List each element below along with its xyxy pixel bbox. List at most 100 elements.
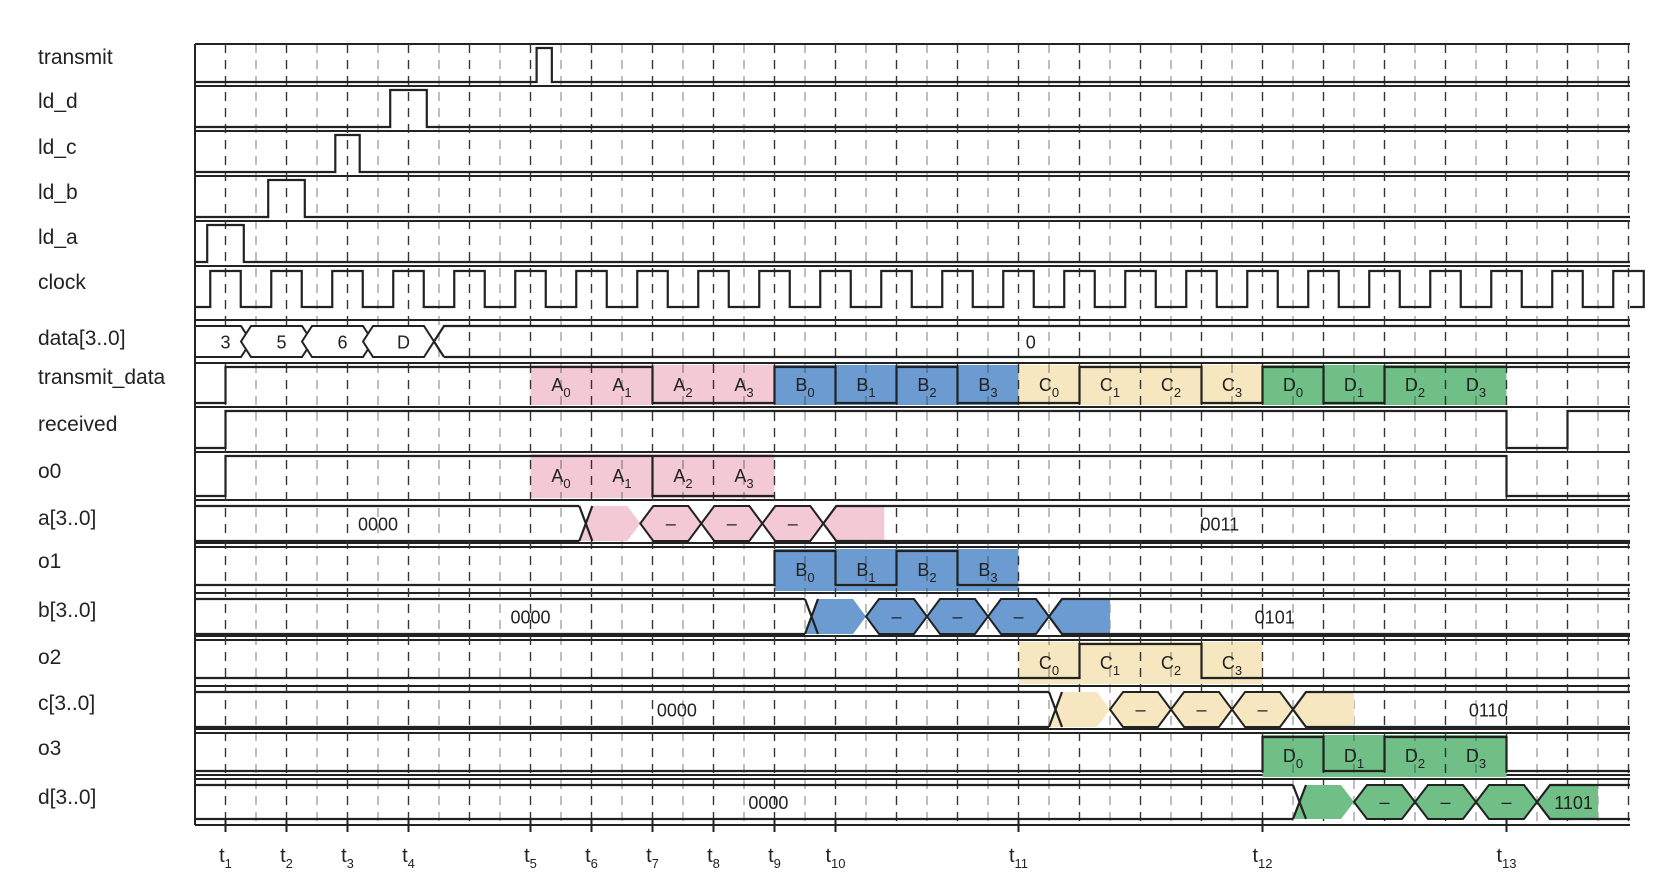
c-bus-final-value: 0110 <box>1469 701 1508 721</box>
ld_d-waveform <box>195 88 1630 129</box>
transmit-data-c-bit-1: C1 <box>1100 375 1120 400</box>
time-label-t8: t8 <box>707 845 720 871</box>
transmit-data-a-bit-2: A2 <box>673 375 692 400</box>
signal-label-ld_a: ld_a <box>38 226 78 249</box>
time-label-t9: t9 <box>768 845 781 871</box>
o2-bit-0: C0 <box>1039 653 1059 678</box>
signal-label-o0: o0 <box>38 460 61 483</box>
a-bus-cycle-3-value: – <box>788 514 798 534</box>
a-bus-first-transition <box>579 506 641 541</box>
d-bus-cycle-2-value: – <box>1440 792 1450 812</box>
d-bus-final-value: 1101 <box>1554 793 1593 813</box>
signal-label-c30: c[3..0] <box>38 692 95 715</box>
signal-label-ld_d: ld_d <box>38 90 78 113</box>
d-bus-initial-value: 0000 <box>748 793 788 813</box>
signal-label-ld_b: ld_b <box>38 181 78 204</box>
o3-bit-3: D3 <box>1466 746 1486 771</box>
signal-label-a30: a[3..0] <box>38 507 96 530</box>
b-bus-initial-value: 0000 <box>510 608 550 628</box>
o2-waveform <box>195 642 1630 680</box>
transmit-data-d-bit-2: D2 <box>1405 375 1425 400</box>
time-label-t1: t1 <box>219 845 232 871</box>
data-bus-value: 5 <box>276 333 286 353</box>
data-bus-value-0: 0 <box>1026 333 1036 353</box>
c-bus-cycle-2-value: – <box>1196 700 1206 720</box>
o0-bit-2: A2 <box>673 466 692 491</box>
b-bus-first-transition <box>805 599 866 634</box>
time-label-t5: t5 <box>524 845 537 871</box>
data-bus-tail <box>433 324 1630 359</box>
o1-bit-3: B3 <box>978 560 997 585</box>
signal-label-transmit: transmit <box>38 46 113 69</box>
b-bus-cycle-2-value: – <box>952 607 962 627</box>
d-bus-cycle-3-value: – <box>1501 792 1511 812</box>
a-bus-final-value: 0011 <box>1200 515 1239 535</box>
a-bus-cross <box>578 505 594 542</box>
o0-bit-1: A1 <box>612 466 631 491</box>
c-bus-initial <box>195 690 1049 729</box>
time-label-t10: t10 <box>825 845 845 871</box>
a-bus-cycle-1-value: – <box>666 514 676 534</box>
transmit-data-d-bit-0: D0 <box>1283 375 1303 400</box>
transmit-data-a-bit-3: A3 <box>734 375 753 400</box>
c-bus-final-transition <box>1293 692 1354 727</box>
signal-label-clock: clock <box>38 271 86 294</box>
o0-waveform <box>195 454 1630 498</box>
c-bus-cross <box>1047 691 1064 728</box>
a-bus-cycle-2-value: – <box>727 514 737 534</box>
received-waveform <box>195 409 1630 450</box>
o1-bit-1: B1 <box>856 560 875 585</box>
transmit-data-c-bit-2: C2 <box>1161 375 1181 400</box>
transmit-data-c-bit-0: C0 <box>1039 375 1059 400</box>
signal-label-received: received <box>38 413 117 436</box>
signal-label-data30: data[3..0] <box>38 327 126 350</box>
data-bus-value: 3 <box>220 333 230 353</box>
time-label-t7: t7 <box>646 845 659 871</box>
time-label-t11: t11 <box>1009 845 1028 871</box>
d-bus-cycle-1-value: – <box>1379 792 1389 812</box>
time-label-t3: t3 <box>341 845 354 871</box>
o3-bit-1: D1 <box>1344 746 1364 771</box>
o2-bit-3: C3 <box>1222 653 1242 678</box>
transmit-data-b-bit-3: B3 <box>978 375 997 400</box>
transmit-data-b-bit-2: B2 <box>917 375 936 400</box>
o3-bit-2: D2 <box>1405 746 1425 771</box>
d-bus-cross <box>1291 784 1308 820</box>
d-bus-first-transition <box>1293 785 1354 819</box>
c-bus-initial-value: 0000 <box>657 701 697 721</box>
transmit-waveform <box>195 46 1630 84</box>
b-bus-final-value: 0101 <box>1255 608 1295 628</box>
signal-label-transmit_data: transmit_data <box>38 366 166 389</box>
b-bus-cross <box>803 598 820 635</box>
transmit-data-d-bit-1: D1 <box>1344 375 1364 400</box>
signal-label-o1: o1 <box>38 550 61 573</box>
data-bus-value: D <box>397 333 410 353</box>
b-bus-cycle-1-value: – <box>891 607 901 627</box>
d-bus-final <box>1536 783 1630 821</box>
transmit-data-a-bit-1: A1 <box>612 375 631 400</box>
c-bus-final <box>1292 690 1630 729</box>
b-bus-cycle-3-value: – <box>1013 607 1023 627</box>
transmit-data-a-bit-0: A0 <box>551 375 570 400</box>
time-label-t4: t4 <box>402 845 415 871</box>
signal-label-o3: o3 <box>38 737 61 760</box>
o2-bit-2: C2 <box>1161 653 1181 678</box>
clock-waveform <box>195 269 1645 309</box>
signal-label-ld_c: ld_c <box>38 136 77 159</box>
a-bus-initial-value: 0000 <box>358 515 398 535</box>
time-label-t6: t6 <box>585 845 598 871</box>
ld_b-waveform <box>195 178 1630 219</box>
signal-label-o2: o2 <box>38 646 61 669</box>
a-bus-initial <box>195 504 580 543</box>
b-bus-initial <box>195 597 805 636</box>
o0-bit-3: A3 <box>734 466 753 491</box>
transmit-data-c-bit-3: C3 <box>1222 375 1242 400</box>
o0-bit-0: A0 <box>551 466 570 491</box>
o2-bit-1: C1 <box>1100 653 1120 678</box>
o1-waveform <box>195 549 1630 587</box>
a-bus-final-transition <box>823 506 885 541</box>
ld_a-waveform <box>195 223 1630 264</box>
time-label-t13: t13 <box>1496 845 1516 871</box>
